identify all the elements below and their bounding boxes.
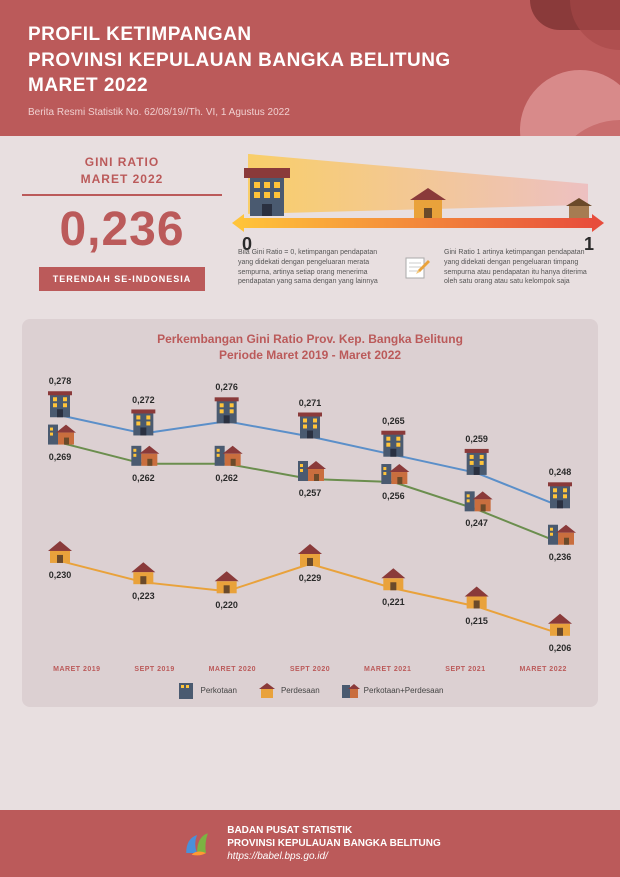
legend-label: Perdesaan	[281, 686, 320, 695]
house-mix-icon	[340, 681, 360, 699]
chart-datalabel: 0,229	[299, 573, 322, 583]
gini-label-l1: GINI RATIO	[22, 154, 222, 171]
footer-text: BADAN PUSAT STATISTIK PROVINSI KEPULAUAN…	[227, 824, 441, 863]
chart-datalabel: 0,259	[465, 434, 488, 444]
chart-svg	[30, 374, 590, 664]
gini-label: GINI RATIO MARET 2022	[22, 154, 222, 188]
gini-scale: 0 1	[238, 154, 598, 244]
gini-explain-panel: 0 1 Bila Gini Ratio = 0, ketimpangan pen…	[222, 154, 598, 291]
gini-divider	[22, 194, 222, 196]
page: PROFIL KETIMPANGAN PROVINSI KEPULAUAN BA…	[0, 0, 620, 877]
chart-datalabel: 0,206	[549, 643, 572, 653]
chart-title-l2: Periode Maret 2019 - Maret 2022	[30, 347, 590, 364]
scale-min: 0	[242, 234, 252, 255]
chart-datalabel: 0,276	[215, 382, 238, 392]
gini-value-panel: GINI RATIO MARET 2022 0,236 TERENDAH SE-…	[22, 154, 222, 291]
building-icon	[244, 168, 290, 218]
house-medium-icon	[410, 188, 446, 218]
arrow-right-icon	[592, 214, 604, 232]
chart-datalabel: 0,221	[382, 597, 405, 607]
scale-max: 1	[584, 234, 594, 255]
legend-perkotaan: Perkotaan	[176, 681, 236, 699]
gini-houses	[238, 168, 598, 218]
chart-legend: Perkotaan Perdesaan Perkotaan+Perdesaan	[30, 681, 590, 699]
chart-datalabel: 0,262	[132, 473, 155, 483]
house-small-icon	[566, 198, 592, 218]
chart-datalabel: 0,265	[382, 416, 405, 426]
gini-section: GINI RATIO MARET 2022 0,236 TERENDAH SE-…	[0, 136, 620, 309]
gini-desc-right: Gini Ratio 1 artinya ketimpangan pendapa…	[444, 248, 598, 287]
footer-link[interactable]: https://babel.bps.go.id/	[227, 851, 328, 862]
gini-descriptions: Bila Gini Ratio = 0, ketimpangan pendapa…	[238, 248, 598, 287]
gini-value: 0,236	[22, 202, 222, 257]
chart-title: Perkembangan Gini Ratio Prov. Kep. Bangk…	[30, 331, 590, 365]
chart-area: 0,278 0,272 0,276 0,271 0,265 0,259 0,248 0,269…	[30, 374, 590, 664]
footer-org-l2: PROVINSI KEPULAUAN BANGKA BELITUNG	[227, 837, 441, 850]
footer-org-l1: BADAN PUSAT STATISTIK	[227, 824, 441, 837]
chart-datalabel: 0,271	[299, 398, 322, 408]
chart-datalabel: 0,236	[549, 552, 572, 562]
chart-datalabel: 0,220	[215, 600, 238, 610]
header: PROFIL KETIMPANGAN PROVINSI KEPULAUAN BA…	[0, 0, 620, 136]
notepad-icon	[404, 254, 432, 282]
chart-datalabel: 0,256	[382, 491, 405, 501]
chart-datalabel: 0,272	[132, 395, 155, 405]
chart-datalabel: 0,262	[215, 473, 238, 483]
legend-gabungan: Perkotaan+Perdesaan	[340, 681, 444, 699]
building-icon	[176, 681, 196, 699]
chart-card: Perkembangan Gini Ratio Prov. Kep. Bangk…	[22, 319, 598, 708]
footer: BADAN PUSAT STATISTIK PROVINSI KEPULAUAN…	[0, 810, 620, 877]
chart-datalabel: 0,269	[49, 452, 72, 462]
gini-label-l2: MARET 2022	[22, 171, 222, 188]
chart-datalabel: 0,247	[465, 518, 488, 528]
chart-datalabel: 0,223	[132, 591, 155, 601]
chart-datalabel: 0,215	[465, 616, 488, 626]
legend-label: Perkotaan	[200, 686, 236, 695]
chart-datalabel: 0,257	[299, 488, 322, 498]
bps-logo-icon	[179, 826, 215, 862]
chart-title-l1: Perkembangan Gini Ratio Prov. Kep. Bangk…	[30, 331, 590, 348]
legend-label: Perkotaan+Perdesaan	[364, 686, 444, 695]
house-icon	[257, 681, 277, 699]
chart-datalabel: 0,248	[549, 467, 572, 477]
gini-scale-bar	[238, 218, 598, 228]
gini-desc-left: Bila Gini Ratio = 0, ketimpangan pendapa…	[238, 248, 392, 287]
gini-badge: TERENDAH SE-INDONESIA	[39, 267, 206, 291]
header-circles-deco	[500, 60, 620, 136]
chart-datalabel: 0,278	[49, 376, 72, 386]
legend-perdesaan: Perdesaan	[257, 681, 320, 699]
header-title-line1: PROFIL KETIMPANGAN	[28, 22, 592, 48]
chart-datalabel: 0,230	[49, 570, 72, 580]
